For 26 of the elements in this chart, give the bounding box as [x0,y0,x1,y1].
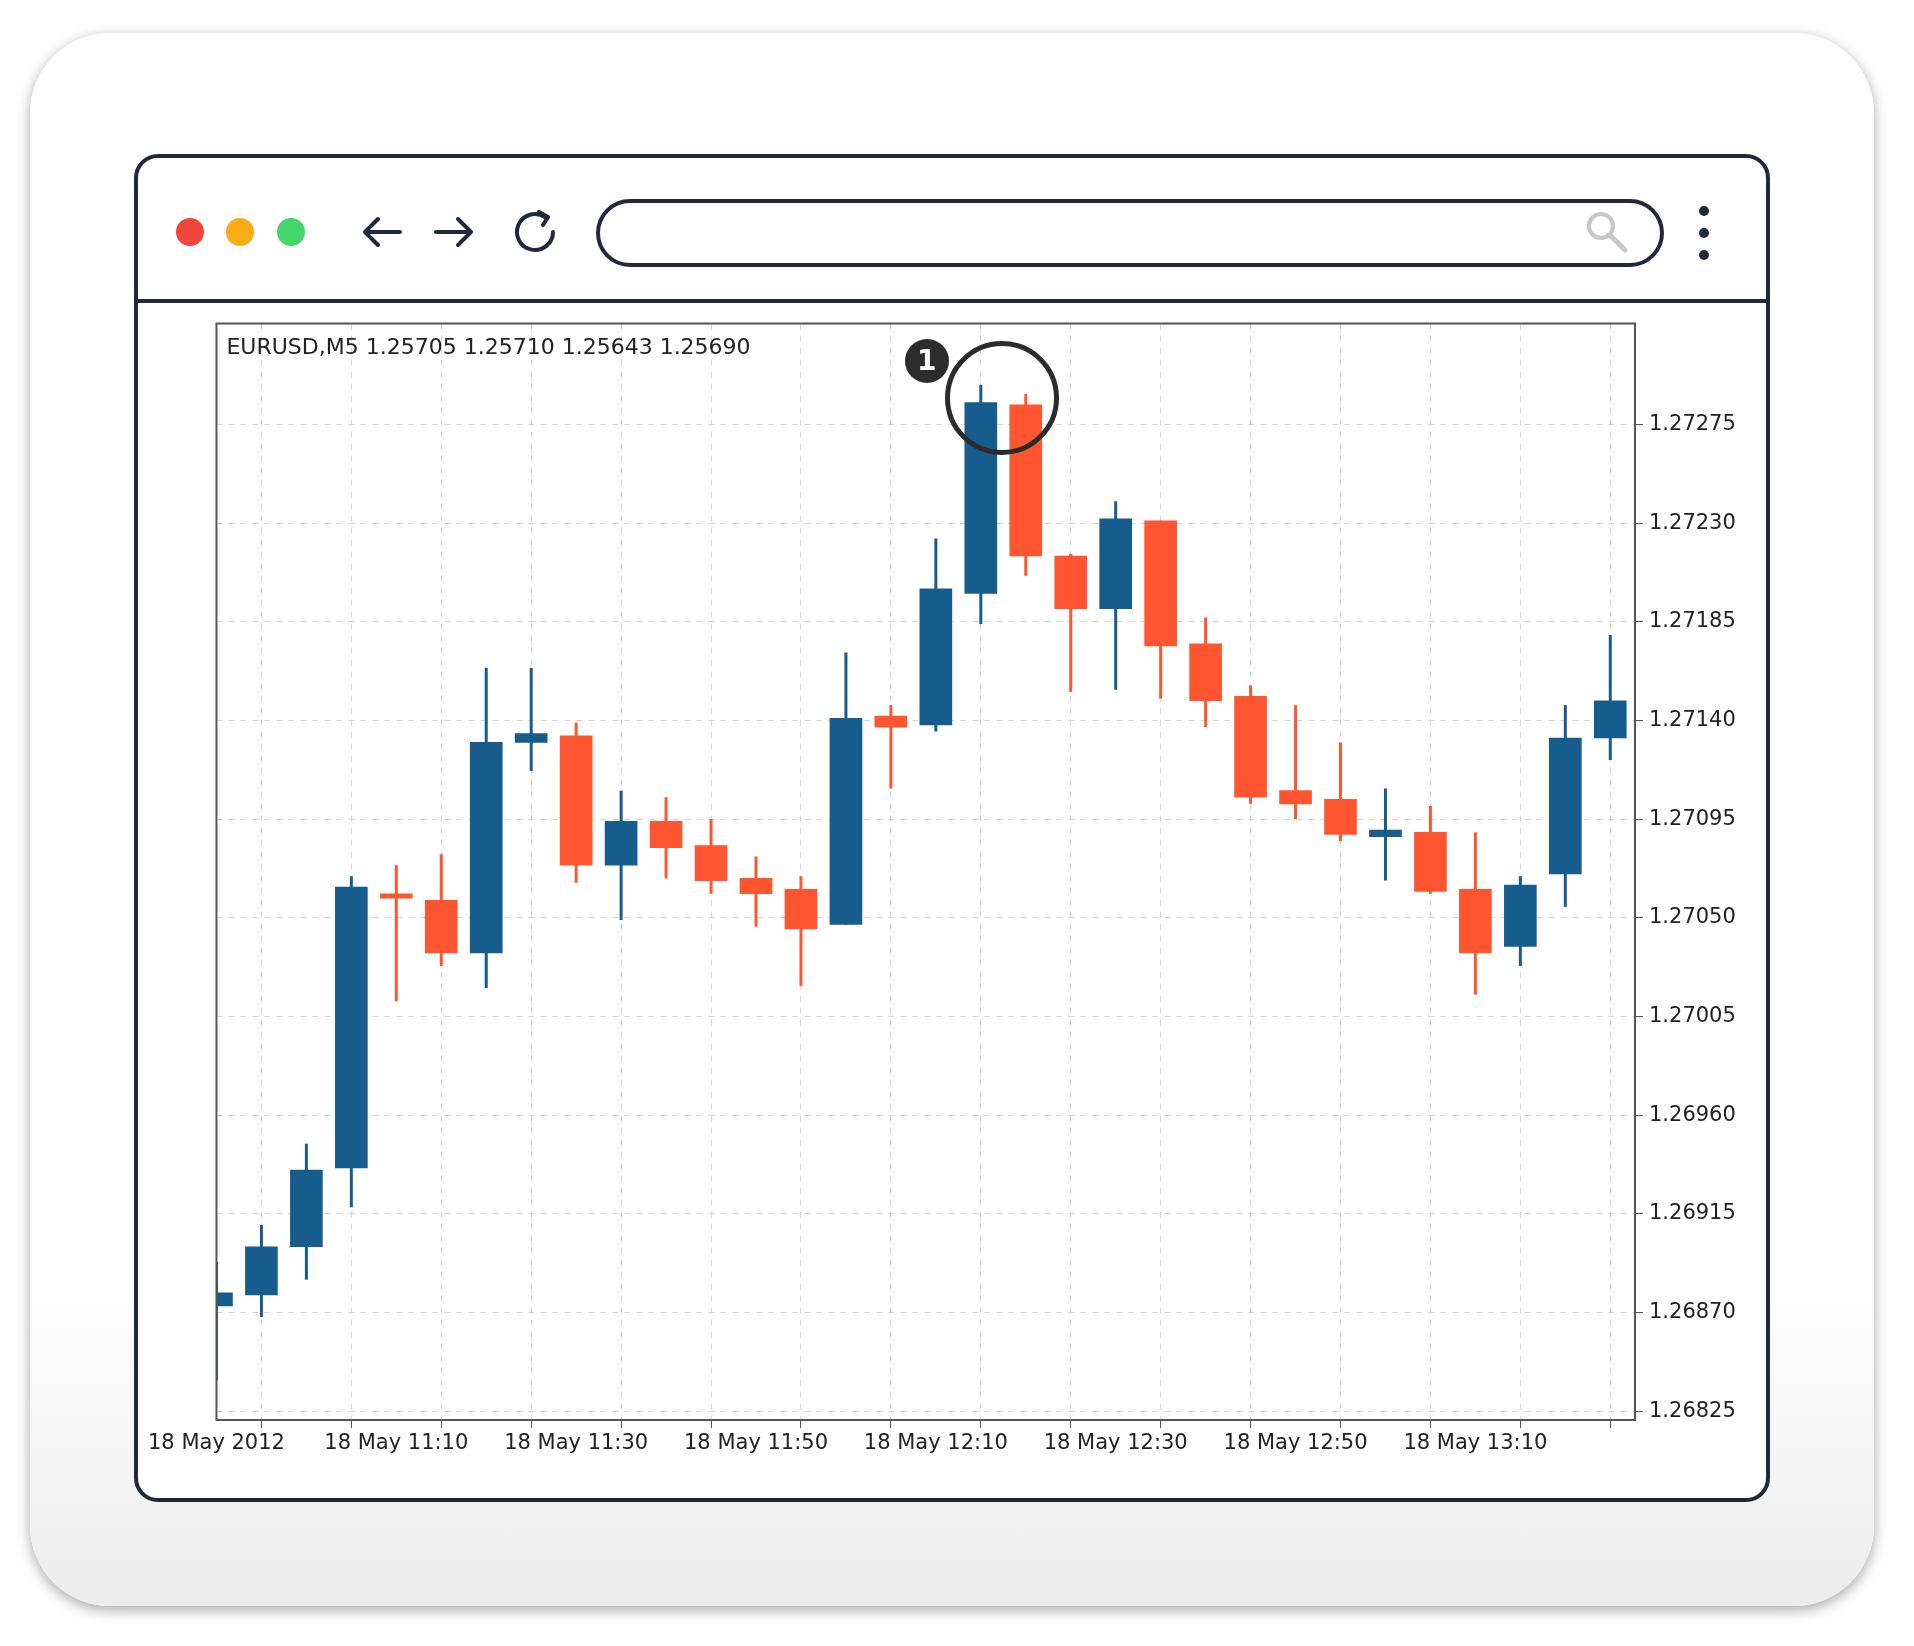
candlestick [1369,788,1402,881]
y-tick-label: 1.26825 [1649,1397,1736,1422]
y-tick-label: 1.27140 [1649,706,1736,731]
x-tick-label: 18 May 11:30 [504,1430,649,1455]
y-tick-label: 1.27095 [1649,805,1736,830]
x-tick-label: 18 May 2012 [148,1430,285,1455]
y-tick-label: 1.26960 [1649,1101,1736,1126]
x-tick-label: 18 May 12:50 [1223,1430,1368,1455]
y-tick-label: 1.27050 [1649,904,1736,929]
y-tick-label: 1.26870 [1649,1299,1736,1324]
x-tick-label: 18 May 13:10 [1403,1430,1548,1455]
candlestick [514,666,548,771]
x-tick-label: 18 May 11:50 [684,1430,829,1455]
candlestick [379,865,413,1003]
annotation: 1 [904,338,949,383]
x-tick-label: 18 May 12:30 [1043,1430,1188,1455]
y-tick-label: 1.27185 [1649,608,1736,633]
x-tick-label: 18 May 12:10 [863,1430,1008,1455]
text: EURUSD,M5 1.25705 1.25710 1.25643 1.25690 [226,333,751,359]
y-tick-label: 1.26915 [1649,1200,1736,1225]
candlestick [1279,705,1312,821]
y-tick-label: 1.27275 [1649,410,1736,435]
y-tick-label: 1.27230 [1649,509,1736,534]
candlestick [874,705,908,789]
y-tick-label: 1.27005 [1649,1002,1736,1027]
x-tick-label: 18 May 11:10 [324,1430,469,1455]
